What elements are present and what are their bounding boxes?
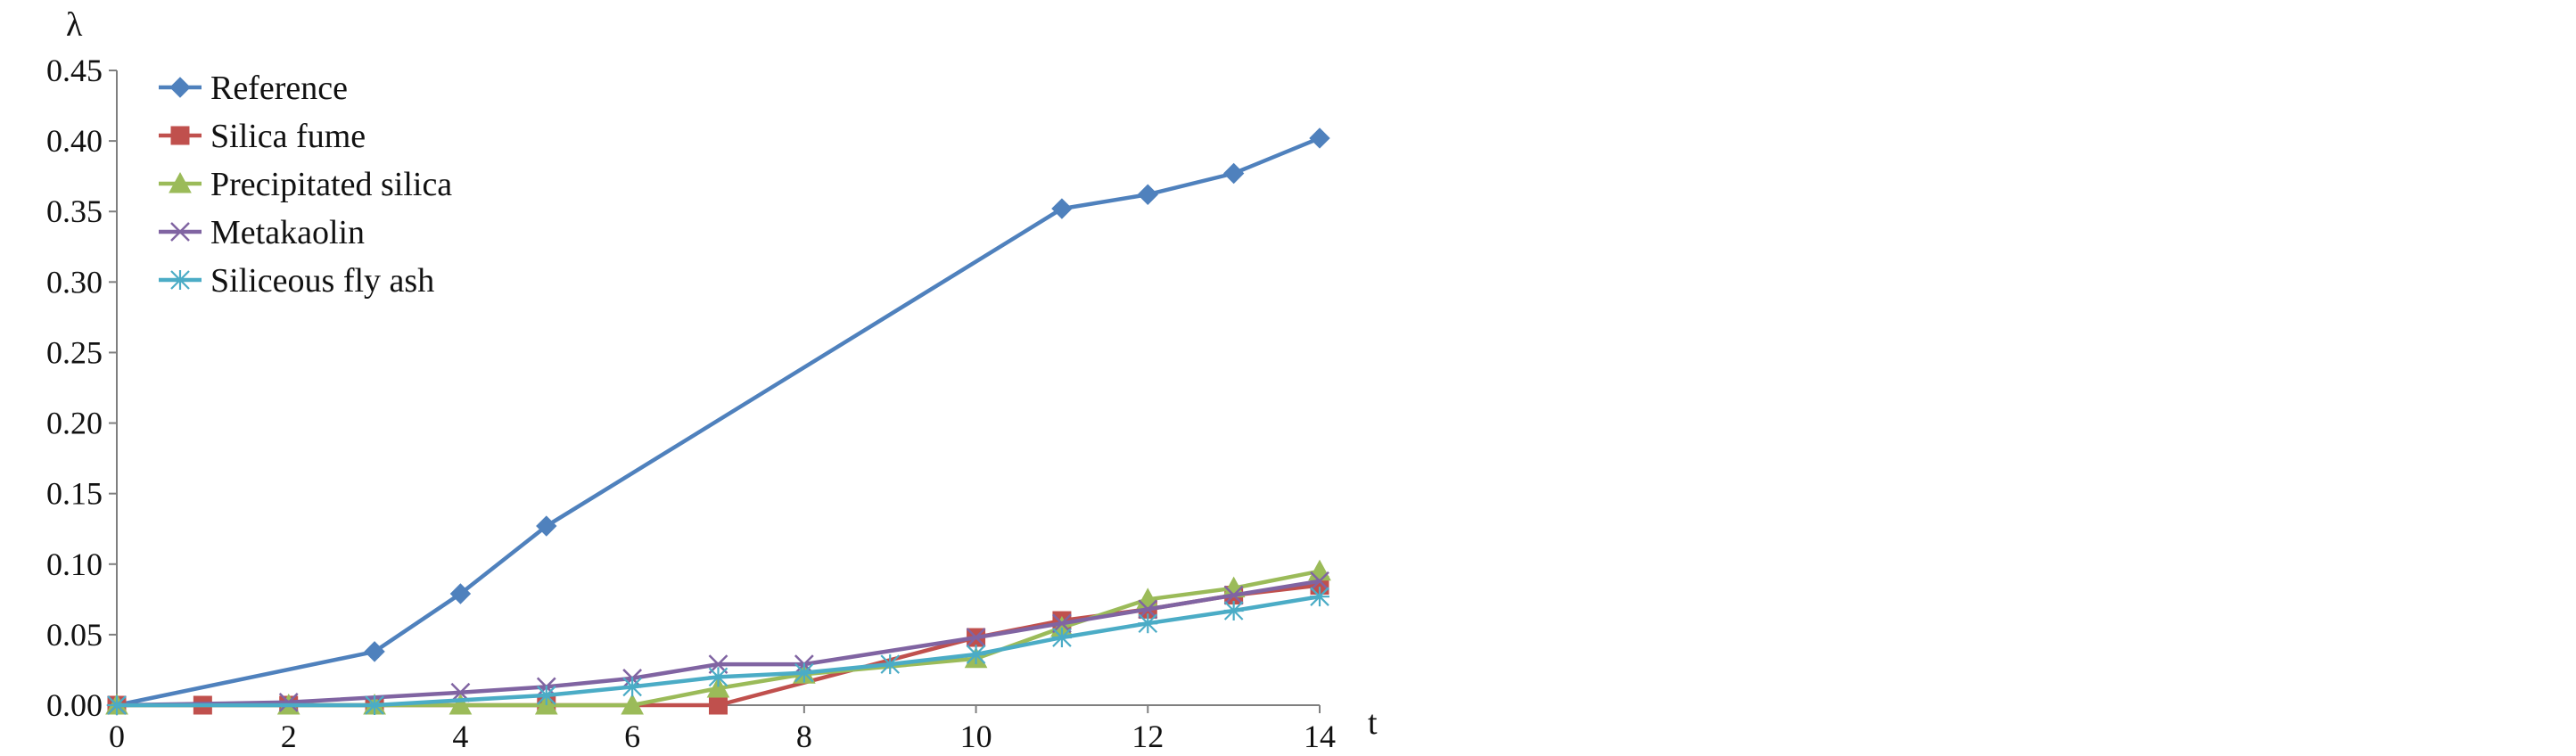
y-tick-label: 0.30 (46, 264, 103, 300)
data-point-precipitated-silica (1308, 559, 1331, 581)
data-point-siliceous-fly-ash (107, 695, 127, 715)
legend-marker-reference (169, 77, 191, 98)
data-point-metakaolin-stroke (966, 628, 986, 647)
x-tick-label: 8 (796, 719, 812, 754)
y-tick-label: 0.45 (46, 53, 103, 88)
legend-item-silica-fume: Silica fume (159, 118, 366, 155)
y-tick-label: 0.20 (46, 406, 103, 441)
legend-item-siliceous-fly-ash: Siliceous fly ash (159, 262, 434, 300)
data-point-siliceous-fly-ash (1223, 600, 1244, 620)
data-point-reference (1137, 184, 1158, 205)
data-point-metakaolin-stroke (450, 682, 471, 703)
legend-marker-metakaolin (170, 222, 190, 242)
legend-item-precipitated-silica: Precipitated silica (159, 166, 452, 203)
series-siliceous-fly-ash (107, 587, 1329, 715)
series-metakaolin (107, 571, 1329, 715)
series-line-metakaolin (114, 579, 1322, 708)
data-point-siliceous-fly-ash (365, 695, 385, 715)
data-point-siliceous-fly-ash (536, 685, 556, 705)
data-point-metakaolin (1138, 599, 1158, 620)
y-tick-label: 0.40 (46, 123, 103, 159)
x-tick-label: 12 (1132, 719, 1164, 754)
y-tick-label: 0.00 (46, 687, 103, 723)
x-tick-label: 10 (960, 719, 992, 754)
data-point-metakaolin (1223, 585, 1244, 605)
legend-marker-silica-fume (170, 126, 190, 145)
x-tick-label: 14 (1304, 719, 1336, 754)
data-point-metakaolin-stroke (1310, 571, 1329, 591)
data-point-siliceous-fly-ash (708, 667, 728, 687)
data-point-siliceous-fly-ash (1051, 628, 1072, 648)
legend-label: Siliceous fly ash (210, 262, 434, 300)
legend-label: Silica fume (210, 118, 366, 155)
axes-layer: 0.00 0.05 0.10 0.15 0.20 0.25 0.30 0.35 0.40 0.45… (46, 53, 1336, 754)
data-point-metakaolin-stroke (1052, 613, 1072, 634)
y-tick-label: 0.05 (46, 617, 103, 653)
data-point-siliceous-fly-ash (966, 645, 986, 665)
data-point-reference (1222, 162, 1245, 185)
data-point-reference (449, 583, 472, 604)
data-point-siliceous-fly-ash (794, 662, 814, 683)
legend-marker-metakaolin-stroke (170, 222, 190, 242)
data-point-reference (364, 641, 385, 662)
series-precipitated-silica (105, 559, 1331, 715)
data-point-precipitated-silica (449, 693, 473, 715)
legend: Reference Silica fume Precipitated silica M… (159, 70, 452, 300)
legend-label: Precipitated silica (210, 166, 452, 203)
data-point-metakaolin-stroke (278, 692, 299, 712)
x-tick-label: 6 (624, 719, 640, 754)
data-point-silica-fume (709, 695, 728, 715)
x-tick-label: 4 (452, 719, 468, 754)
legend-item-metakaolin: Metakaolin (159, 214, 365, 251)
y-tick-label: 0.35 (46, 193, 103, 229)
y-tick-label: 0.15 (46, 476, 103, 512)
data-point-metakaolin (1310, 571, 1329, 591)
data-point-reference (1051, 198, 1073, 219)
series-layer (105, 127, 1331, 716)
series-line-siliceous-fly-ash (114, 594, 1322, 708)
data-point-precipitated-silica (706, 676, 730, 698)
data-point-metakaolin-stroke (1223, 585, 1244, 605)
series-line-reference (114, 136, 1322, 708)
y-axis-label: λ (66, 6, 83, 44)
x-tick-label: 2 (281, 719, 297, 754)
y-tick-label: 0.10 (46, 546, 103, 582)
x-axis-label: t (1368, 704, 1378, 742)
data-point-metakaolin (278, 692, 299, 712)
data-point-siliceous-fly-ash (880, 654, 901, 675)
data-point-metakaolin-stroke (1138, 599, 1158, 620)
data-point-metakaolin (966, 628, 986, 647)
data-point-siliceous-fly-ash (1138, 613, 1158, 634)
legend-marker-precipitated-silica (169, 171, 192, 193)
data-point-siliceous-fly-ash (622, 677, 643, 697)
legend-item-reference: Reference (159, 70, 348, 107)
data-point-reference (1309, 127, 1330, 149)
data-point-metakaolin (1052, 613, 1072, 634)
y-tick-label: 0.25 (46, 334, 103, 370)
data-point-siliceous-fly-ash (1310, 587, 1329, 607)
x-tick-label: 0 (109, 719, 125, 754)
legend-label: Metakaolin (210, 214, 365, 251)
data-point-reference (536, 515, 557, 537)
legend-marker-siliceous-fly-ash (170, 270, 190, 290)
legend-label: Reference (210, 70, 348, 107)
data-point-precipitated-silica (621, 693, 644, 715)
